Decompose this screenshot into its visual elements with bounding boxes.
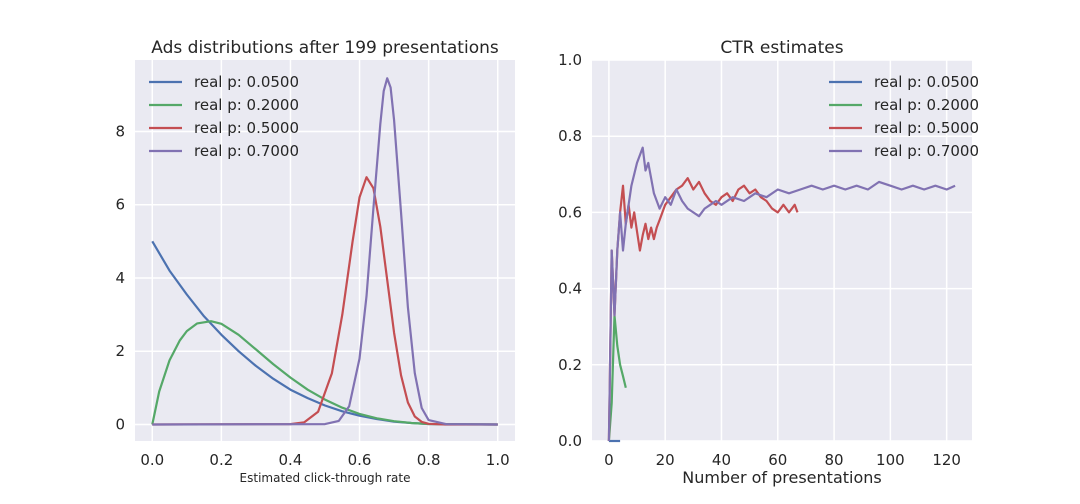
y-tick-label: 0.0: [558, 432, 582, 450]
x-tick-label: 40: [712, 451, 731, 469]
legend-label-1: real p: 0.0500: [194, 73, 299, 91]
x-tick-label: 1.0: [486, 451, 510, 469]
density-plot-x-axis-label: Estimated click-through rate: [240, 471, 411, 485]
legend-label-3: real p: 0.5000: [194, 119, 299, 137]
y-tick-label: 6: [115, 196, 125, 214]
series-line-4: [152, 77, 498, 426]
density-plot-title: Ads distributions after 199 presentation…: [151, 38, 499, 58]
y-tick-label: 8: [115, 122, 125, 140]
ctr-estimates-plot-legend: real p: 0.0500 real p: 0.2000 real p: 0.50…: [829, 73, 979, 160]
legend-label-4: real p: 0.7000: [194, 142, 299, 160]
density-plot-tick-labels: 0.0 0.2 0.4 0.6 0.8 1.0 0 2 4 6 8: [115, 122, 509, 469]
series-line-2: [607, 314, 627, 442]
y-tick-label: 4: [115, 269, 125, 287]
density-plot-background: [135, 60, 515, 441]
x-tick-label: 80: [825, 451, 844, 469]
legend-label-2: real p: 0.2000: [194, 96, 299, 114]
y-tick-label: 2: [115, 342, 125, 360]
x-tick-label: 0.4: [279, 451, 303, 469]
x-tick-label: 0.6: [348, 451, 372, 469]
legend-label-4: real p: 0.7000: [874, 142, 979, 160]
x-tick-label: 60: [768, 451, 787, 469]
legend-label-3: real p: 0.5000: [874, 119, 979, 137]
x-tick-label: 120: [932, 451, 961, 469]
x-tick-label: 0.0: [140, 451, 164, 469]
density-plot: 0.0 0.2 0.4 0.6 0.8 1.0 0 2 4 6 8 Ads distribution…: [115, 38, 515, 485]
y-tick-label: 0: [115, 416, 125, 434]
series-line-3: [152, 176, 498, 426]
ctr-estimates-plot-x-axis-label: Number of presentations: [682, 468, 881, 487]
x-tick-label: 0.2: [209, 451, 233, 469]
y-tick-label: 0.6: [558, 203, 582, 221]
ctr-estimates-plot-series: [607, 146, 956, 443]
ctr-estimates-plot-background: [592, 60, 972, 441]
y-tick-label: 1.0: [558, 51, 582, 69]
x-tick-label: 20: [656, 451, 675, 469]
ctr-estimates-plot-tick-labels: 0 20 40 60 80 100 120 0.0 0.2 0.4 0.6 0.8 1.0: [558, 51, 961, 469]
density-plot-legend: real p: 0.0500 real p: 0.2000 real p: 0.50…: [149, 73, 299, 160]
ctr-estimates-plot: 0 20 40 60 80 100 120 0.0 0.2 0.4 0.6 0.8 1.0 CTR es…: [558, 38, 979, 487]
ctr-estimates-plot-title: CTR estimates: [720, 38, 843, 58]
x-tick-label: 0: [604, 451, 614, 469]
density-plot-gridlines: [135, 60, 515, 441]
y-tick-label: 0.8: [558, 127, 582, 145]
series-line-2: [151, 320, 498, 426]
density-plot-series: [151, 77, 498, 426]
x-tick-label: 100: [876, 451, 905, 469]
series-line-4: [607, 146, 956, 442]
legend-label-2: real p: 0.2000: [874, 96, 979, 114]
legend-label-1: real p: 0.0500: [874, 73, 979, 91]
x-tick-label: 0.8: [417, 451, 441, 469]
y-tick-label: 0.2: [558, 356, 582, 374]
y-tick-label: 0.4: [558, 280, 582, 298]
